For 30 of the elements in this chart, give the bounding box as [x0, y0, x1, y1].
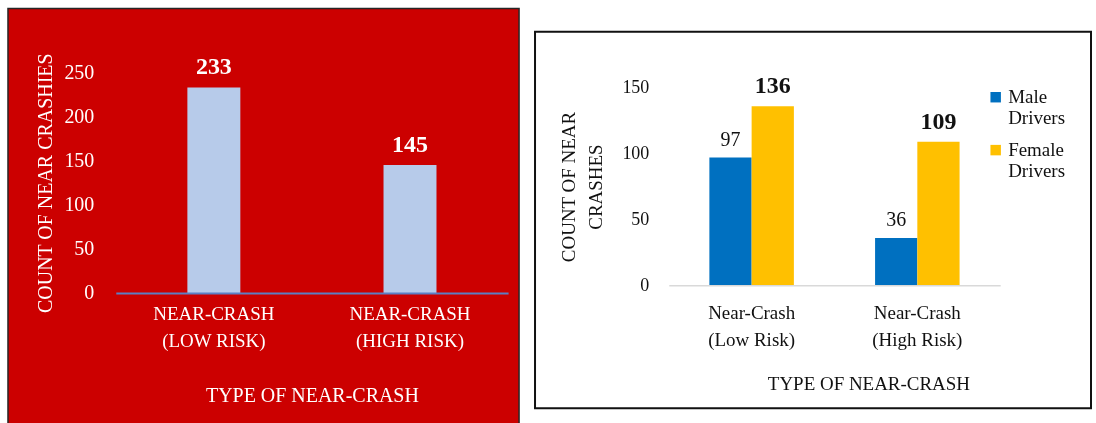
y-tick-label: 0 — [640, 274, 650, 295]
x-tick-label: Near-Crash (Low Risk) — [708, 301, 796, 351]
y-axis-title: COUNT OF NEAR CRASHIES — [34, 53, 57, 313]
x-axis-title: TYPE OF NEAR-CRASH — [205, 384, 419, 407]
y-axis-title: COUNT OF NEAR CRASHES — [558, 111, 607, 263]
bar — [751, 106, 794, 286]
data-label: 233 — [195, 53, 232, 80]
legend-label: Male Drivers — [1008, 86, 1065, 129]
y-tick-label: 0 — [84, 281, 95, 304]
y-tick-label: 200 — [64, 104, 95, 127]
y-tick-label: 250 — [64, 60, 95, 83]
y-tick-label: 50 — [631, 208, 650, 229]
y-tick-label: 100 — [622, 143, 650, 164]
x-tick-label: Near-Crash (High Risk) — [872, 301, 963, 351]
bar — [875, 237, 918, 286]
y-tick-label: 100 — [64, 193, 95, 216]
bar — [917, 141, 960, 286]
legend-label: Female Drivers — [1008, 139, 1065, 182]
x-tick-label: NEAR-CRASH (HIGH RISK) — [349, 303, 471, 353]
data-label: 145 — [392, 131, 428, 158]
data-label: 97 — [720, 127, 741, 150]
data-label: 136 — [754, 72, 791, 99]
x-tick-label: NEAR-CRASH (LOW RISK) — [153, 303, 275, 353]
y-tick-label: 150 — [622, 77, 650, 98]
y-tick-label: 50 — [74, 237, 95, 260]
x-axis-title: TYPE OF NEAR-CRASH — [767, 372, 971, 394]
y-tick-label: 150 — [64, 149, 95, 172]
data-label: 36 — [886, 207, 907, 230]
bar — [709, 157, 752, 286]
data-label: 109 — [920, 107, 957, 134]
